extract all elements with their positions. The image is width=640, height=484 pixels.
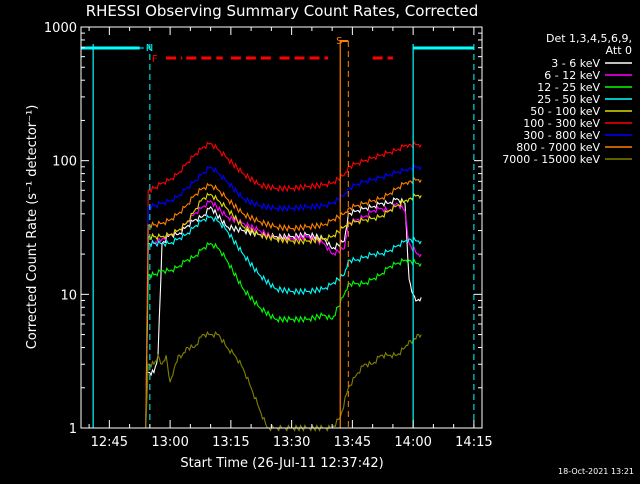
chart-title: RHESSI Observing Summary Count Rates, Co… [86,2,479,20]
x-tick-label: 14:00 [394,435,431,450]
series-line-4 [145,214,422,429]
legend-header: Det 1,3,4,5,6,9, [546,32,632,45]
series-layer [145,140,422,432]
x-axis: 12:45 13:00 13:15 13:30 13:45 14:00 14:15 [88,27,493,450]
x-tick-label: 12:45 [91,435,128,450]
legend-label: 7000 - 15000 keV [502,153,600,166]
legend-label: 100 - 300 keV [523,117,600,130]
night-flag-label: N [146,43,153,54]
series-line-9 [145,330,422,432]
legend-label: 25 - 50 keV [537,93,600,106]
legend-label: 3 - 6 keV [551,57,600,70]
plot-frame [80,26,483,429]
legend-label: 50 - 100 keV [530,105,600,118]
series-line-3 [145,241,422,429]
timestamp: 18-Oct-2021 13:21 [558,467,634,476]
series-line-6 [145,140,422,429]
y-tick-label: 1 [69,422,77,437]
flare-flag-label: F [152,54,158,65]
series-line-8 [145,176,422,429]
legend-label: 6 - 12 keV [544,69,600,82]
x-tick-label: 14:15 [455,435,492,450]
legend-label: 300 - 800 keV [523,129,600,142]
legend-label: 800 - 7000 keV [516,141,600,154]
flag-layer: NF S [81,36,475,428]
y-tick-label: 1000 [44,21,77,36]
x-tick-label: 13:30 [273,435,310,450]
x-tick-label: 13:00 [151,435,188,450]
series-line-5 [145,192,422,429]
y-tick-label: 10 [60,288,77,303]
legend-header: Att 0 [606,44,632,57]
x-tick-label: 13:15 [212,435,249,450]
y-axis-label: Corrected Count Rate (s⁻¹ detector⁻¹) [25,105,40,350]
y-tick-label: 100 [52,155,77,170]
y-axis: 1 10 100 1000 [44,21,482,437]
legend-label: 12 - 25 keV [537,81,600,94]
x-tick-label: 13:45 [334,435,371,450]
series-line-1 [145,196,422,377]
series-line-7 [145,163,422,429]
saa-flag-label: S [336,36,342,47]
x-axis-label: Start Time (26-Jul-11 12:37:42) [180,456,383,471]
